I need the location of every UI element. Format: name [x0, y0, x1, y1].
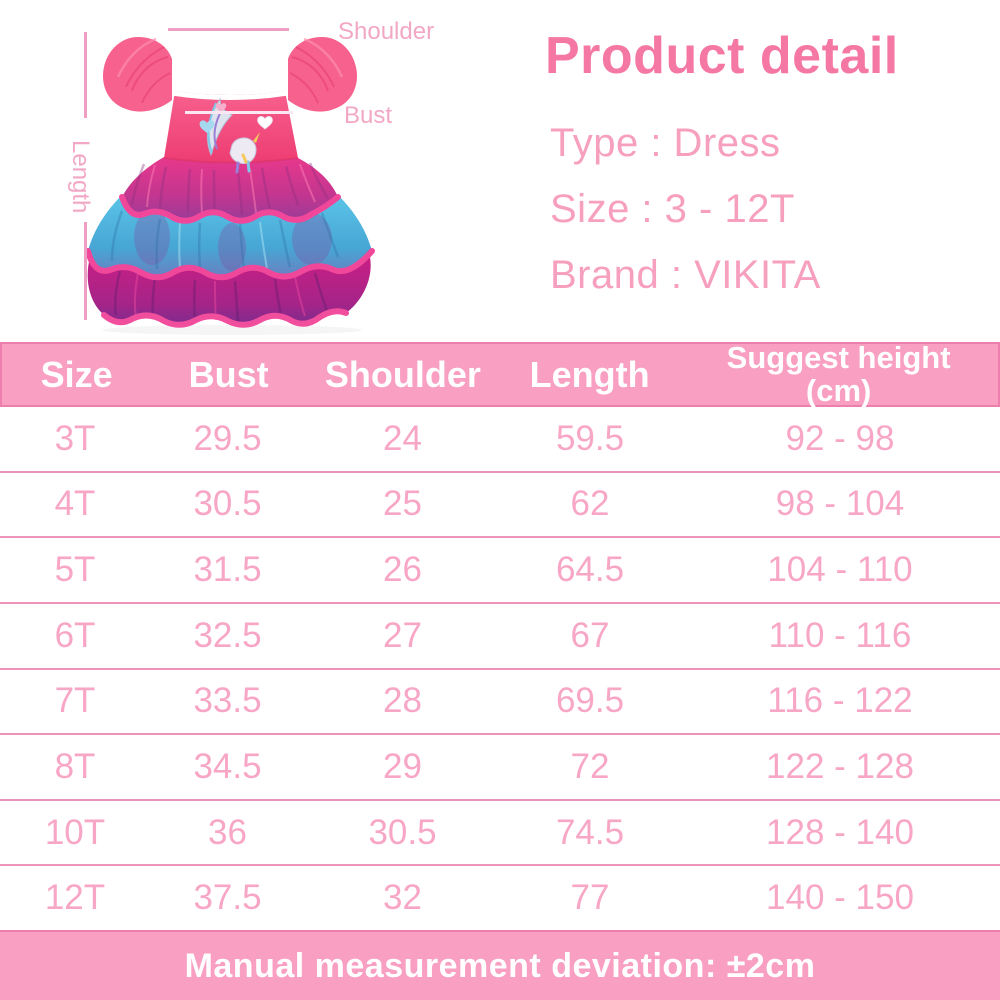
cell-bust: 36: [208, 812, 247, 852]
spec-size: Size : 3 - 12T: [550, 187, 795, 232]
bust-label: Bust: [344, 102, 393, 129]
cell-bust: 33.5: [193, 681, 262, 721]
cell-size: 8T: [54, 746, 96, 786]
tier-2-ribbon: [85, 248, 375, 281]
length-measure-line-bottom: [84, 222, 87, 320]
table-row: 10T 36 30.5 74.5 128 - 140: [0, 800, 1000, 867]
neckline-trim: [169, 90, 291, 100]
tier-1-ribbon: [119, 194, 341, 224]
cell-suggest-height: 140 - 150: [766, 878, 914, 918]
page-title: Product detail: [545, 27, 899, 85]
table-row: 8T 34.5 29 72 122 - 128: [0, 735, 1000, 801]
cell-bust: 29.5: [193, 418, 262, 458]
cell-length: 59.5: [555, 418, 625, 458]
heart-white: [257, 116, 273, 130]
cell-suggest-height: 98 - 104: [775, 484, 905, 524]
heart-blue: [199, 120, 215, 133]
cell-bust: 37.5: [193, 878, 262, 918]
cell-size: 5T: [54, 550, 96, 590]
cell-length: 64.5: [555, 550, 625, 590]
floor-shadow: [102, 325, 362, 335]
cell-shoulder: 24: [383, 418, 422, 458]
header-cell-suggest-height: Suggest height (cm): [679, 339, 998, 408]
table-row: 12T 37.5 32 77 140 - 150: [0, 866, 1000, 930]
header-cell-shoulder: Shoulder: [324, 353, 481, 395]
cell-suggest-height: 116 - 122: [767, 681, 913, 721]
skirt-tier-1: [119, 157, 341, 224]
header-cell-bust: Bust: [188, 353, 269, 395]
length-label: Length: [67, 140, 94, 214]
cell-bust: 31.5: [193, 550, 262, 590]
cell-size: 12T: [44, 878, 106, 918]
table-row: 5T 31.5 26 64.5 104 - 110: [0, 538, 1000, 604]
cell-shoulder: 30.5: [368, 812, 437, 852]
cell-shoulder: 26: [383, 550, 422, 590]
product-info: Product detail Type : Dress Size : 3 - 1…: [545, 27, 975, 321]
cell-size: 3T: [54, 418, 96, 458]
cell-suggest-height: 122 - 128: [766, 746, 914, 786]
measurement-note: Manual measurement deviation: ±2cm: [0, 930, 1000, 1000]
cell-suggest-height: 92 - 98: [785, 418, 895, 458]
table-row: 3T 29.5 24 59.5 92 - 98: [0, 407, 1000, 473]
table-row: 4T 30.5 25 62 98 - 104: [0, 472, 1000, 539]
dress-sleeve-left: [102, 37, 172, 112]
dress-bodice: [161, 90, 299, 164]
spec-brand: Brand : VIKITA: [550, 253, 821, 298]
bust-measure-line: [185, 111, 293, 114]
cell-suggest-height: 104 - 110: [767, 550, 913, 590]
cell-size: 10T: [44, 812, 106, 852]
cell-suggest-height: 110 - 116: [768, 615, 912, 655]
cell-suggest-height: 128 - 140: [766, 812, 914, 852]
cell-length: 77: [570, 878, 610, 918]
header-cell-length: Length: [529, 353, 650, 395]
header-suggest-height-line1: Suggest height: [726, 339, 951, 375]
cell-size: 7T: [54, 681, 96, 721]
header-suggest-height-line2: (cm): [805, 372, 872, 408]
heart-pink: [215, 103, 227, 112]
cell-bust: 30.5: [193, 484, 262, 524]
cell-size: 6T: [54, 615, 96, 655]
length-measure-line-top: [84, 32, 87, 118]
spec-type: Type : Dress: [550, 121, 781, 166]
shoulder-label: Shoulder: [338, 18, 435, 45]
cell-shoulder: 28: [383, 681, 422, 721]
size-table-header: Size Bust Shoulder Length Suggest height…: [0, 339, 1000, 408]
table-row: 7T 33.5 28 69.5 116 - 122: [0, 669, 1000, 736]
cell-shoulder: 32: [383, 878, 422, 918]
cell-shoulder: 25: [383, 484, 422, 524]
dress-sleeve-right: [288, 37, 358, 112]
cell-length: 72: [570, 746, 610, 786]
top-section: Shoulder Bust Length Product detail Type…: [0, 0, 1000, 342]
size-table-body: 3T 29.5 24 59.5 92 - 98 4T 30.5 25 62 98…: [0, 407, 1000, 930]
table-row: 6T 32.5 27 67 110 - 116: [0, 603, 1000, 670]
cell-bust: 34.5: [193, 746, 262, 786]
dress-photo: [85, 37, 375, 335]
cell-shoulder: 27: [383, 615, 422, 655]
header-cell-size: Size: [40, 353, 113, 395]
tier-3-ribbon: [101, 308, 349, 328]
cell-length: 67: [570, 615, 610, 655]
cell-shoulder: 29: [383, 746, 422, 786]
cell-size: 4T: [54, 484, 96, 524]
cell-length: 69.5: [555, 681, 625, 721]
cell-length: 62: [570, 484, 610, 524]
cell-length: 74.5: [555, 812, 625, 852]
shoulder-measure-line: [168, 28, 289, 31]
cell-bust: 32.5: [193, 615, 262, 655]
